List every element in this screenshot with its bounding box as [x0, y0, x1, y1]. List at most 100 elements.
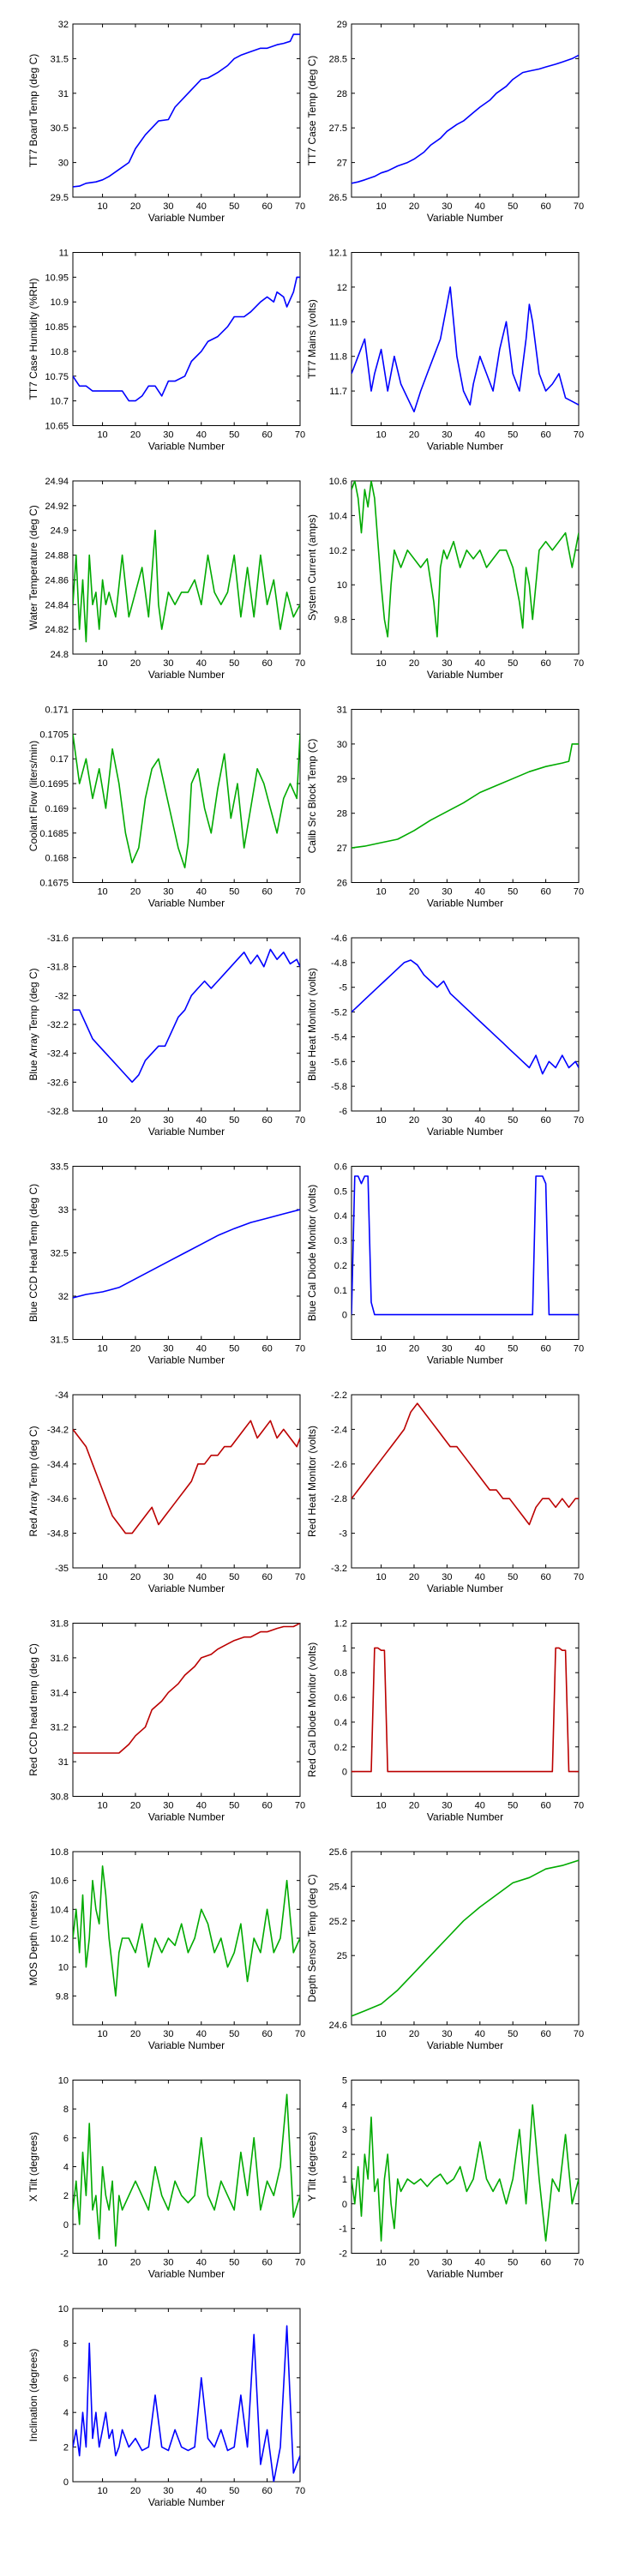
y-tick-label: 31.4 [51, 1688, 69, 1698]
series-line [352, 1647, 579, 1773]
chart-panel-7: 10 20 30 40 50 60 70 0.1675 0.168 0.1685 0.169 0.16… [27, 706, 305, 910]
y-tick-label: 4 [342, 2100, 347, 2111]
chart-panel-14: 10 20 30 40 50 60 70 -3.2 -3 -2.8 -2.6 -2.4 -2.2 Vari… [306, 1390, 584, 1594]
x-tick-label: 30 [163, 1344, 173, 1354]
x-tick-label: 30 [163, 430, 173, 441]
x-tick-label: 70 [574, 1344, 584, 1354]
x-tick-label: 30 [442, 2258, 452, 2268]
y-tick-label: 0.17 [51, 754, 69, 765]
plot-frame [72, 1166, 301, 1340]
x-axis-label: Variable Number [427, 1811, 503, 1823]
y-tick-label: -5.2 [331, 1008, 347, 1018]
y-tick-label: 10.8 [51, 1847, 69, 1858]
y-axis-label: Water Temperature (deg C) [27, 505, 39, 629]
y-tick-label: 24.6 [329, 2021, 347, 2031]
chart-panel-13: 10 20 30 40 50 60 70 -35 -34.8 -34.6 -34.4 -34.2 -34… [27, 1390, 305, 1594]
y-tick-label: 30 [337, 740, 347, 750]
x-tick-label: 60 [540, 2258, 550, 2268]
y-tick-label: 30.8 [51, 1792, 69, 1803]
y-tick-label: -34.8 [47, 1529, 69, 1540]
y-tick-label: 11.9 [329, 317, 347, 327]
x-axis-label: Variable Number [148, 1126, 225, 1138]
y-tick-label: 10.9 [51, 297, 69, 308]
x-tick-label: 60 [261, 1572, 272, 1582]
x-tick-label: 10 [97, 887, 107, 898]
x-tick-label: 70 [295, 1344, 305, 1354]
x-tick-label: 70 [295, 658, 305, 669]
x-tick-label: 50 [508, 1344, 518, 1354]
x-tick-label: 40 [196, 1115, 207, 1126]
y-tick-label: 33 [58, 1205, 69, 1216]
chart-panel-1: 10 20 30 40 50 60 70 29.5 30 30.5 31 31.5 32 Variable… [27, 20, 305, 224]
x-tick-label: 30 [163, 1115, 173, 1126]
y-tick-label: 25 [337, 1951, 347, 1961]
x-axis-label: Variable Number [148, 441, 225, 453]
y-tick-label: 0 [63, 2477, 69, 2488]
x-tick-label: 50 [508, 1801, 518, 1811]
y-tick-label: 24.9 [51, 526, 69, 537]
x-tick-label: 30 [442, 658, 452, 669]
plot-frame [72, 2080, 301, 2254]
y-tick-label: -2.4 [331, 1425, 347, 1435]
plot-frame [351, 937, 580, 1112]
series-line [73, 1420, 300, 1534]
x-tick-label: 50 [508, 201, 518, 212]
x-axis-label: Variable Number [427, 1354, 503, 1366]
y-tick-label: -32.6 [47, 1078, 69, 1088]
chart-panel-4: 10 20 30 40 50 60 70 11.7 11.8 11.9 12 12.1 Variable… [306, 249, 584, 453]
x-tick-label: 50 [229, 1115, 239, 1126]
y-tick-label: 0.168 [45, 854, 69, 864]
y-tick-label: 27.5 [329, 123, 347, 134]
y-tick-label: 0.8 [334, 1668, 347, 1678]
series-line [73, 2093, 300, 2247]
x-tick-label: 60 [261, 201, 272, 212]
y-tick-label: 25.4 [329, 1882, 347, 1892]
x-tick-label: 50 [508, 658, 518, 669]
y-tick-label: 10.95 [45, 273, 69, 283]
y-tick-label: 12.1 [329, 249, 347, 259]
chart-panel-20: 10 20 30 40 50 60 70 -2 -1 0 1 2 3 4 5 Variable Number Y… [306, 2076, 584, 2280]
y-tick-label: 0.1705 [39, 730, 69, 740]
x-tick-label: 70 [295, 1801, 305, 1811]
x-tick-label: 50 [508, 1115, 518, 1126]
y-tick-label: 10.65 [45, 422, 69, 432]
y-axis-label: X Tilt (degrees) [27, 2132, 39, 2201]
x-tick-label: 50 [508, 2258, 518, 2268]
x-tick-label: 40 [475, 1115, 485, 1126]
y-axis-label: TT7 Case Humidity (%RH) [27, 278, 39, 399]
x-tick-label: 40 [196, 1344, 207, 1354]
plot-frame [351, 1394, 580, 1569]
x-tick-label: 20 [409, 1344, 419, 1354]
y-tick-label: 0.1 [334, 1286, 347, 1296]
y-tick-label: 31 [58, 1757, 69, 1768]
x-tick-label: 30 [442, 2029, 452, 2039]
x-tick-label: 40 [196, 201, 207, 212]
x-tick-label: 70 [295, 887, 305, 898]
x-tick-label: 40 [196, 887, 207, 898]
y-tick-label: 3 [342, 2125, 347, 2135]
x-tick-label: 10 [376, 201, 386, 212]
plot-frame [351, 1166, 580, 1340]
y-tick-label: 31 [337, 706, 347, 716]
x-tick-label: 60 [540, 1344, 550, 1354]
y-tick-label: 10.4 [329, 511, 347, 521]
y-tick-label: 0 [342, 1768, 347, 1778]
x-tick-label: 60 [261, 2029, 272, 2039]
series-line [73, 1209, 300, 1299]
series-line [352, 2104, 579, 2242]
x-tick-label: 30 [163, 2258, 173, 2268]
x-tick-label: 30 [163, 1801, 173, 1811]
x-tick-label: 70 [574, 2258, 584, 2268]
series-line [352, 743, 579, 849]
x-axis-label: Variable Number [427, 898, 503, 910]
y-tick-label: 30.5 [51, 123, 69, 134]
series-line [73, 2325, 300, 2482]
y-tick-label: 9.8 [334, 615, 347, 626]
y-tick-label: -31.6 [47, 934, 69, 944]
x-tick-label: 60 [540, 201, 550, 212]
y-tick-label: -32.4 [47, 1049, 69, 1060]
y-axis-label: Coolant Flow (liters/min) [27, 741, 39, 851]
y-tick-label: 0.6 [334, 1162, 347, 1173]
x-tick-label: 20 [130, 887, 141, 898]
